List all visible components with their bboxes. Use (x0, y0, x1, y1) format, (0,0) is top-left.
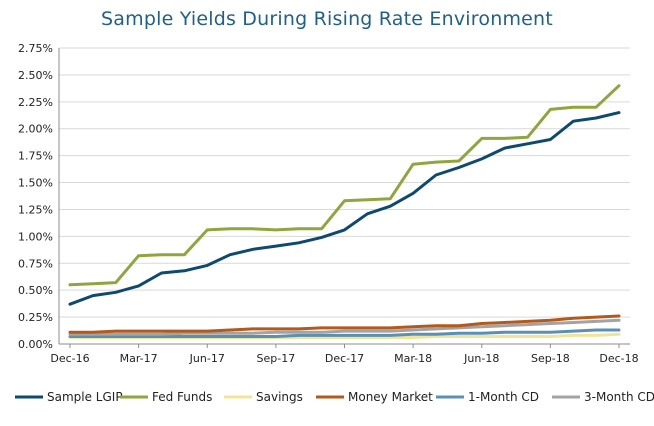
x-tick-label: Dec-16 (50, 352, 89, 365)
x-tick-label: Sep-18 (531, 352, 570, 365)
y-tick-label: 0.00% (18, 338, 53, 351)
series-line-3-month-cd (68, 318, 621, 336)
y-tick-label: 2.75% (18, 42, 53, 55)
y-tick-label: 2.50% (18, 69, 53, 82)
legend-label-1-month-cd: 1-Month CD (468, 390, 539, 404)
y-tick-label: 0.75% (18, 257, 53, 270)
y-tick-label: 1.75% (18, 150, 53, 163)
x-tick-label: Dec-17 (325, 352, 364, 365)
y-tick-label: 1.25% (18, 203, 53, 216)
series-line-fed-funds (68, 84, 621, 287)
x-tick-label: Jun-18 (463, 352, 499, 365)
legend-label-fed-funds: Fed Funds (152, 390, 212, 404)
legend-label-3-month-cd: 3-Month CD (584, 390, 654, 404)
legend-label-sample-lgip: Sample LGIP (47, 390, 123, 404)
legend-label-money-market: Money Market (348, 390, 433, 404)
y-tick-label: 1.50% (18, 177, 53, 190)
x-tick-label: Mar-17 (120, 352, 158, 365)
y-tick-label: 0.25% (18, 311, 53, 324)
y-tick-label: 2.25% (18, 96, 53, 109)
y-tick-label: 2.00% (18, 123, 53, 136)
x-tick-label: Dec-18 (599, 352, 638, 365)
series-line-sample-lgip (68, 111, 621, 306)
x-tick-label: Jun-17 (189, 352, 225, 365)
series-line-1-month-cd (68, 328, 621, 338)
chart-title: Sample Yields During Rising Rate Environ… (101, 8, 553, 30)
legend-label-savings: Savings (256, 390, 303, 404)
x-tick-label: Sep-17 (257, 352, 296, 365)
y-tick-label: 1.00% (18, 230, 53, 243)
series-line-money-market (68, 314, 621, 334)
y-tick-label: 0.50% (18, 284, 53, 297)
x-tick-label: Mar-18 (394, 352, 432, 365)
